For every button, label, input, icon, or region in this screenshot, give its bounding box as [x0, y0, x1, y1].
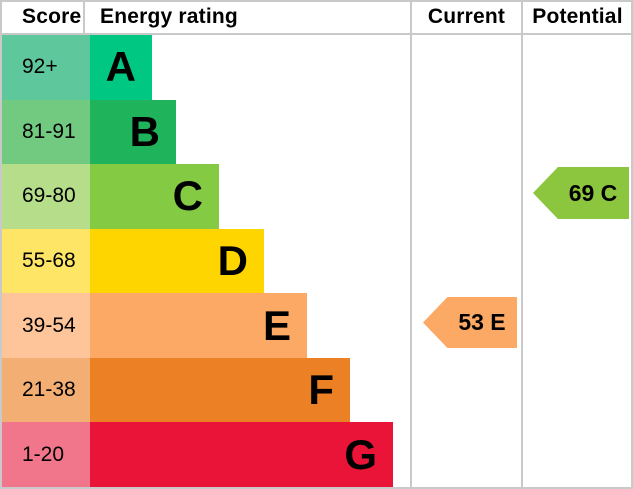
potential-rating-arrow: 69 C	[533, 167, 629, 219]
score-range-g: 1-20	[0, 422, 90, 488]
header-current: Current	[427, 4, 506, 28]
score-range-e: 39-54	[0, 293, 90, 358]
score-range-b: 81-91	[0, 99, 90, 165]
rating-bands: 92+ A 81-91 B 69-80 C 55-68 D 39-54 E 21…	[0, 35, 411, 488]
score-range-f: 21-38	[0, 357, 90, 423]
rating-bar-g: G	[90, 422, 393, 488]
band-row-f: 21-38 F	[0, 357, 411, 423]
rating-bar-d: D	[90, 228, 264, 294]
band-letter-c: C	[172, 172, 203, 220]
rating-bar-b: B	[90, 99, 176, 165]
border-bottom	[0, 487, 633, 489]
score-range-a: 92+	[0, 35, 90, 100]
rating-bar-f: F	[90, 357, 350, 423]
rating-bar-a: A	[90, 35, 152, 100]
band-row-a: 92+ A	[0, 35, 411, 100]
band-row-g: 1-20 G	[0, 422, 411, 488]
header-energy-rating: Energy rating	[100, 4, 238, 28]
chart-header: Score Energy rating Current Potential	[0, 0, 633, 33]
rating-bar-e: E	[90, 293, 307, 358]
border-top	[0, 0, 633, 2]
score-column-divider	[83, 0, 85, 35]
band-letter-a: A	[105, 43, 136, 91]
band-row-e: 39-54 E	[0, 293, 411, 358]
band-letter-f: F	[308, 366, 334, 414]
border-right	[631, 0, 633, 489]
potential-column-divider	[521, 0, 523, 489]
band-row-d: 55-68 D	[0, 228, 411, 294]
current-column-divider	[410, 0, 412, 489]
band-row-c: 69-80 C	[0, 164, 411, 229]
rating-bar-c: C	[90, 164, 219, 229]
band-letter-e: E	[262, 301, 291, 349]
header-score: Score	[22, 4, 82, 28]
border-left	[0, 0, 2, 489]
score-range-c: 69-80	[0, 164, 90, 229]
score-range-d: 55-68	[0, 228, 90, 294]
band-letter-g: G	[344, 430, 377, 478]
header-potential: Potential	[532, 4, 623, 28]
band-row-b: 81-91 B	[0, 99, 411, 165]
header-underline	[0, 33, 633, 35]
band-letter-d: D	[217, 237, 248, 285]
band-letter-b: B	[129, 107, 160, 155]
current-rating-arrow: 53 E	[423, 297, 517, 348]
